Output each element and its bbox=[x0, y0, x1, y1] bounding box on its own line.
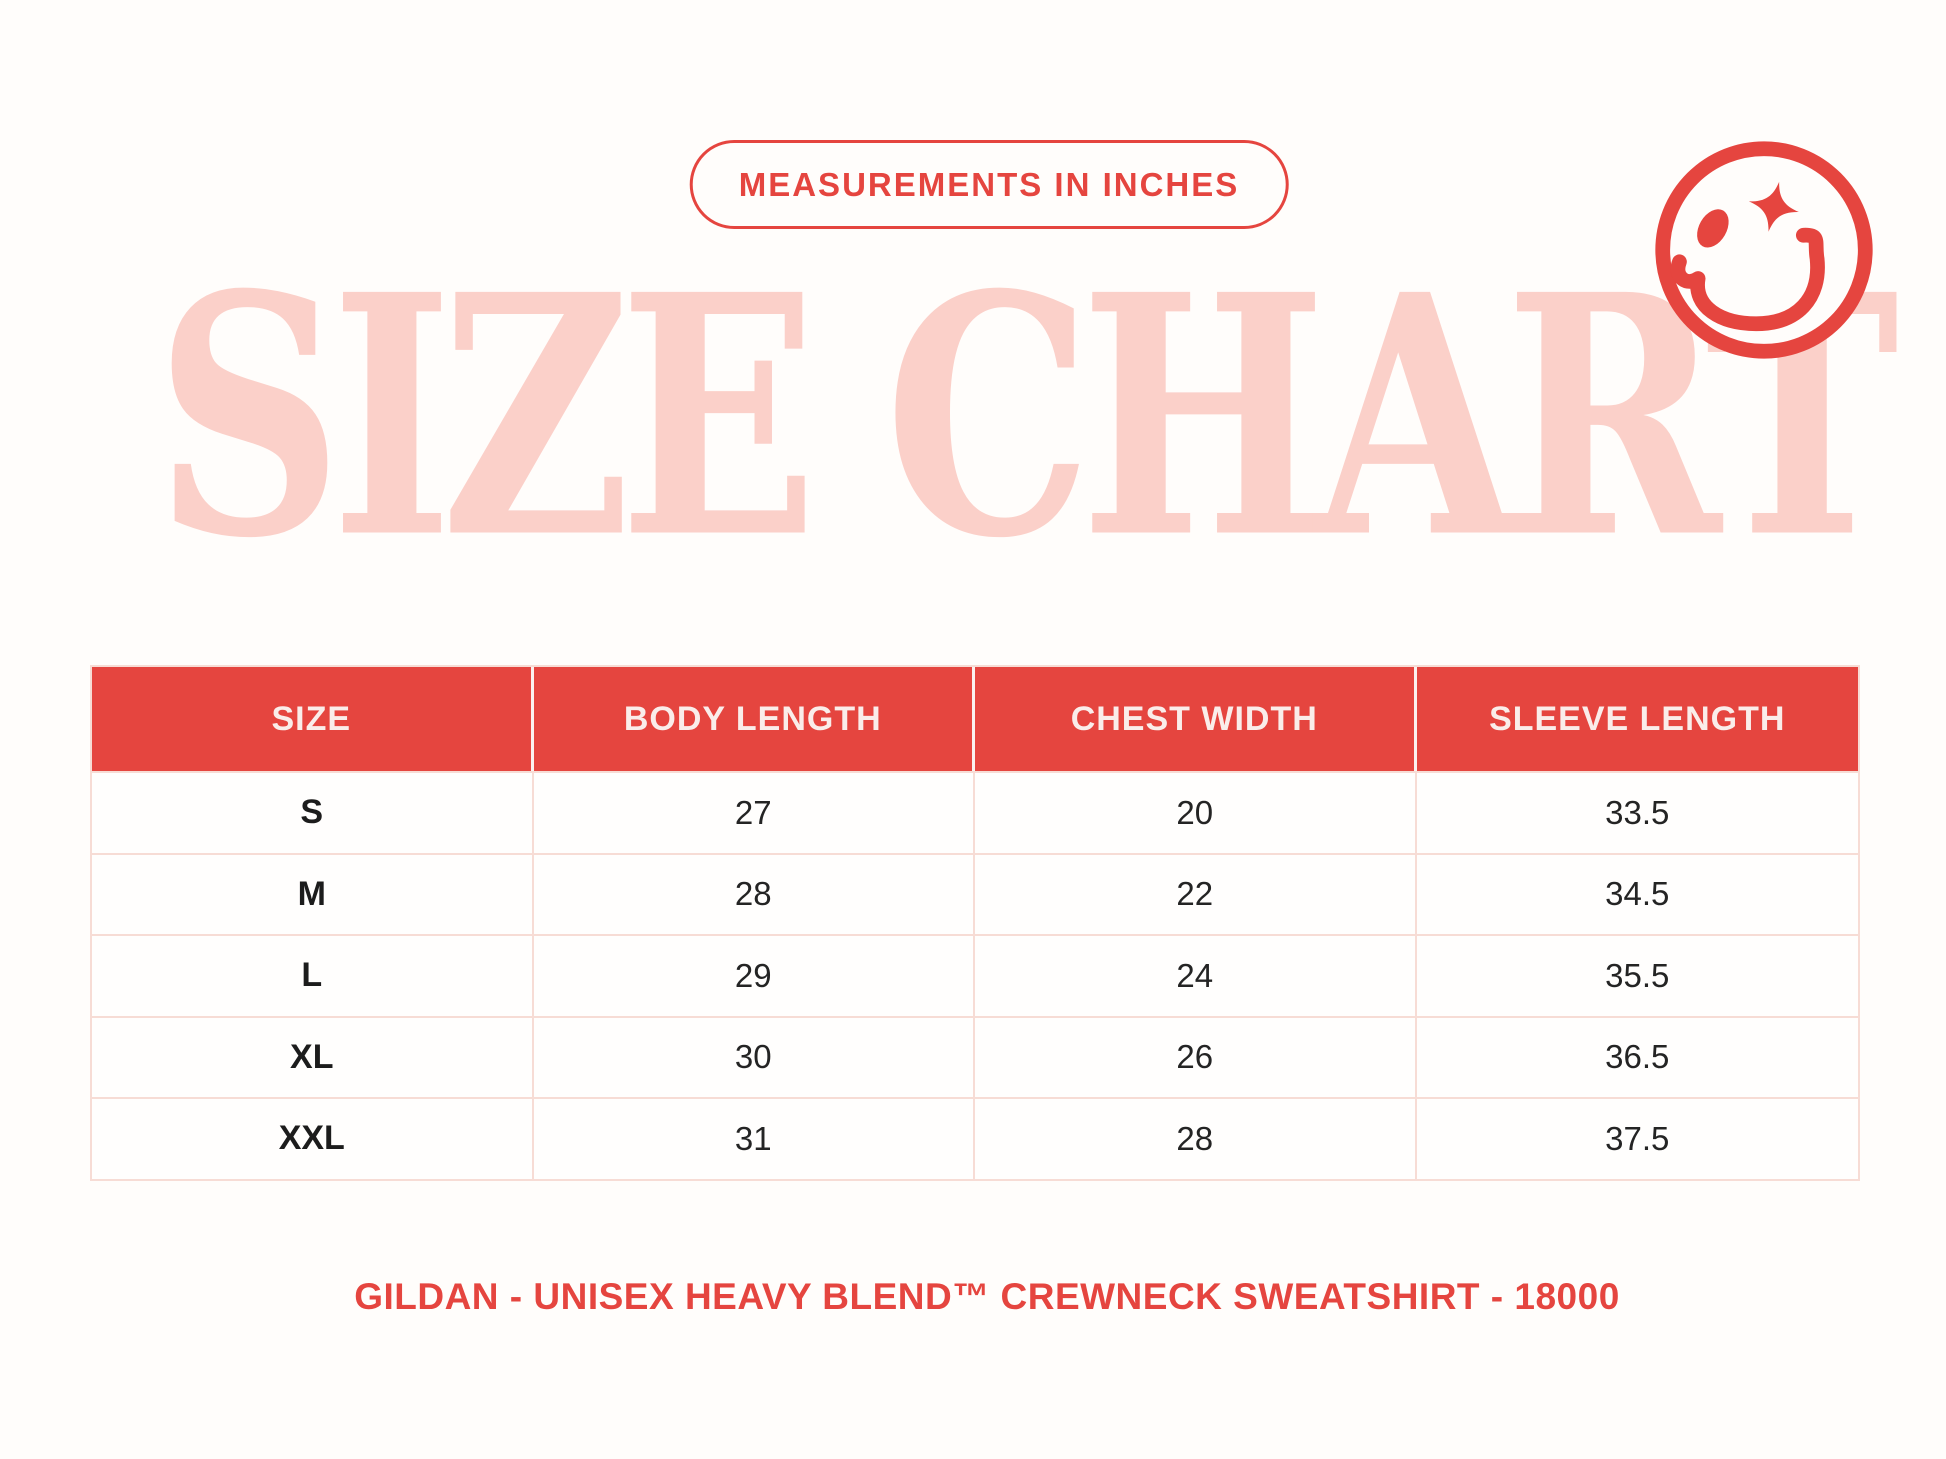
table-cell-chest-width: 20 bbox=[975, 771, 1417, 853]
table-cell-body-length: 29 bbox=[533, 934, 975, 1016]
table-cell-size: M bbox=[92, 852, 534, 934]
size-chart-table: SIZE BODY LENGTH CHEST WIDTH SLEEVE LENG… bbox=[90, 665, 1860, 1181]
table-cell-sleeve-length: 33.5 bbox=[1416, 771, 1858, 853]
measurements-badge-label: MEASUREMENTS IN INCHES bbox=[738, 165, 1240, 203]
smiley-left-eye bbox=[1697, 209, 1729, 248]
column-header-sleeve-length: SLEEVE LENGTH bbox=[1416, 667, 1858, 771]
table-cell-sleeve-length: 36.5 bbox=[1416, 1015, 1858, 1098]
table-cell-body-length: 30 bbox=[533, 1015, 975, 1097]
table-cell-size: XXL bbox=[92, 1097, 534, 1179]
table-cell-sleeve-length: 37.5 bbox=[1416, 1097, 1858, 1179]
table-cell-chest-width: 28 bbox=[975, 1097, 1417, 1179]
table-cell-sleeve-length: 35.5 bbox=[1416, 934, 1858, 1016]
table-cell-size: XL bbox=[92, 1015, 534, 1097]
table-cell-size: L bbox=[92, 934, 534, 1016]
table-cell-size: S bbox=[92, 771, 534, 853]
winking-smiley-icon bbox=[1655, 141, 1873, 359]
table-cell-body-length: 28 bbox=[533, 852, 975, 934]
column-header-chest-width: CHEST WIDTH bbox=[975, 667, 1417, 771]
column-header-body-length: BODY LENGTH bbox=[533, 667, 975, 771]
table-cell-body-length: 27 bbox=[533, 771, 975, 853]
table-cell-sleeve-length: 34.5 bbox=[1416, 852, 1858, 935]
product-name-line: GILDAN - UNISEX HEAVY BLEND™ CREWNECK SW… bbox=[354, 1276, 1620, 1317]
page-title: SIZE CHART bbox=[154, 222, 1899, 611]
table-cell-chest-width: 26 bbox=[975, 1015, 1417, 1097]
table-cell-chest-width: 22 bbox=[975, 852, 1417, 934]
smiley-mouth bbox=[1670, 227, 1825, 332]
table-cell-body-length: 31 bbox=[533, 1097, 975, 1179]
smiley-sparkle-eye bbox=[1748, 181, 1799, 232]
column-header-size: SIZE bbox=[92, 667, 534, 771]
table-cell-chest-width: 24 bbox=[975, 934, 1417, 1016]
measurements-badge: MEASUREMENTS IN INCHES bbox=[689, 140, 1289, 229]
